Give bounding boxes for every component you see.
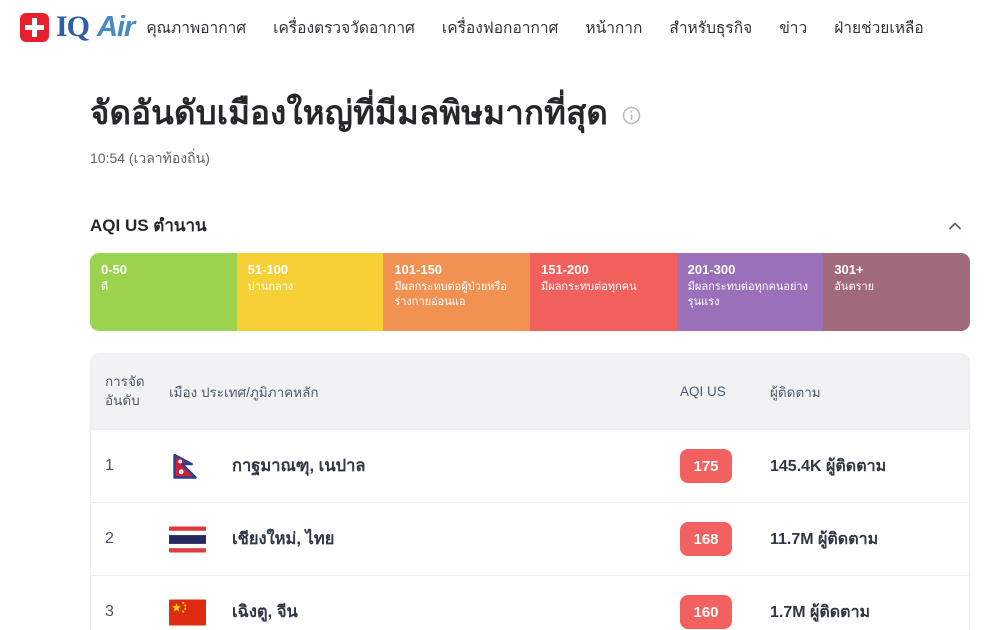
- followers-count: 145.4K ผู้ติดตาม: [770, 457, 887, 475]
- nav-item[interactable]: สำหรับธุรกิจ: [669, 19, 753, 37]
- info-icon[interactable]: [622, 106, 641, 125]
- followers-count: 1.7M ผู้ติดตาม: [770, 603, 871, 621]
- header-aqi: AQI US: [680, 384, 726, 399]
- header-rank: การจัดอันดับ: [105, 373, 145, 408]
- page-title: จัดอันดับเมืองใหญ่ที่มีมลพิษมากที่สุด: [90, 94, 609, 131]
- legend-range: 101-150: [394, 262, 443, 277]
- table-row[interactable]: 1 กาฐมาณฑุ, เนปาล 175 145.4K ผู้ติดตาม: [91, 429, 969, 502]
- aqi-legend-bar: 0-50 ดี 51-100 ปานกลาง 101-150 มีผลกระทบต่อผู…: [90, 253, 970, 331]
- legend-header: AQI US ตำนาน: [90, 212, 970, 239]
- local-time-label: 10:54 (เวลาท้องถิ่น): [90, 150, 210, 166]
- city-name: เฉิงตู, จีน: [232, 603, 298, 621]
- chevron-up-icon[interactable]: [946, 217, 964, 235]
- legend-label: มีผลกระทบต่อทุกคนอย่างรุนแรง: [687, 281, 808, 308]
- rank-number: 1: [105, 457, 114, 474]
- table-row[interactable]: 3 เฉิงตู, จีน 160 1.7M ผู้ติดตาม: [91, 575, 969, 630]
- legend-range: 151-200: [541, 262, 589, 277]
- legend-label: มีผลกระทบต่อผู้ป่วยหรือร่างกายอ่อนแอ: [394, 281, 508, 308]
- header-city: เมือง ประเทศ/ภูมิภาคหลัก: [169, 384, 319, 400]
- aqi-badge: 168: [680, 522, 732, 556]
- legend-range: 0-50: [101, 262, 128, 277]
- header-followers: ผู้ติดตาม: [770, 384, 821, 400]
- aqi-badge: 175: [680, 449, 732, 483]
- thailand-flag-icon: [169, 526, 206, 553]
- top-navbar: IQ Air คุณภาพอากาศ เครื่องตรวจวัดอากาศ เคร…: [0, 0, 1000, 54]
- nav-item[interactable]: เครื่องฟอกอากาศ: [441, 19, 559, 37]
- nav-item[interactable]: เครื่องตรวจวัดอากาศ: [273, 19, 415, 37]
- legend-range: 51-100: [247, 262, 289, 277]
- ranking-table: การจัดอันดับ เมือง ประเทศ/ภูมิภาคหลัก AQ…: [90, 353, 970, 630]
- legend-label: ดี: [101, 281, 109, 293]
- iqair-logo[interactable]: IQ Air: [20, 10, 135, 44]
- top-nav-items: คุณภาพอากาศ เครื่องตรวจวัดอากาศ เครื่องฟอก…: [146, 15, 923, 40]
- legend-segment: 301+ อันตราย: [823, 253, 970, 331]
- table-header-row: การจัดอันดับ เมือง ประเทศ/ภูมิภาคหลัก AQ…: [91, 354, 969, 429]
- china-flag-icon: [169, 599, 206, 626]
- nav-item[interactable]: ฝ่ายช่วยเหลือ: [834, 19, 924, 37]
- legend-range: 201-300: [687, 262, 736, 277]
- legend-segment: 151-200 มีผลกระทบต่อทุกคน: [530, 253, 677, 331]
- legend-label: ปานกลาง: [247, 281, 294, 293]
- nepal-flag-icon: [169, 453, 206, 480]
- legend-range: 301+: [834, 262, 864, 277]
- nav-item[interactable]: คุณภาพอากาศ: [146, 19, 247, 37]
- rank-number: 2: [105, 530, 114, 547]
- logo-text-air: Air: [97, 10, 135, 43]
- legend-segment: 201-300 มีผลกระทบต่อทุกคนอย่างรุนแรง: [676, 253, 824, 331]
- legend-segment: 51-100 ปานกลาง: [236, 253, 384, 331]
- nav-item[interactable]: หน้ากาก: [585, 19, 643, 37]
- followers-count: 11.7M ผู้ติดตาม: [770, 530, 879, 548]
- city-name: เชียงใหม่, ไทย: [232, 530, 335, 548]
- main-content: จัดอันดับเมืองใหญ่ที่มีมลพิษมากที่สุด 10…: [90, 86, 970, 630]
- city-name: กาฐมาณฑุ, เนปาล: [232, 457, 366, 475]
- legend-label: อันตราย: [834, 281, 875, 293]
- legend-segment: 0-50 ดี: [90, 253, 237, 331]
- legend-segment: 101-150 มีผลกระทบต่อผู้ป่วยหรือร่างกายอ่อ…: [383, 253, 530, 331]
- logo-text-iq: IQ: [56, 10, 90, 43]
- title-row: จัดอันดับเมืองใหญ่ที่มีมลพิษมากที่สุด: [90, 86, 970, 139]
- nav-item[interactable]: ข่าว: [779, 19, 808, 37]
- swiss-cross-icon: [20, 12, 49, 42]
- legend-label: มีผลกระทบต่อทุกคน: [541, 281, 637, 293]
- aqi-badge: 160: [680, 595, 732, 629]
- table-row[interactable]: 2 เชียงใหม่, ไทย 168 11.7M ผู้ติดตาม: [91, 502, 969, 575]
- legend-title: AQI US ตำนาน: [90, 216, 207, 235]
- rank-number: 3: [105, 603, 114, 620]
